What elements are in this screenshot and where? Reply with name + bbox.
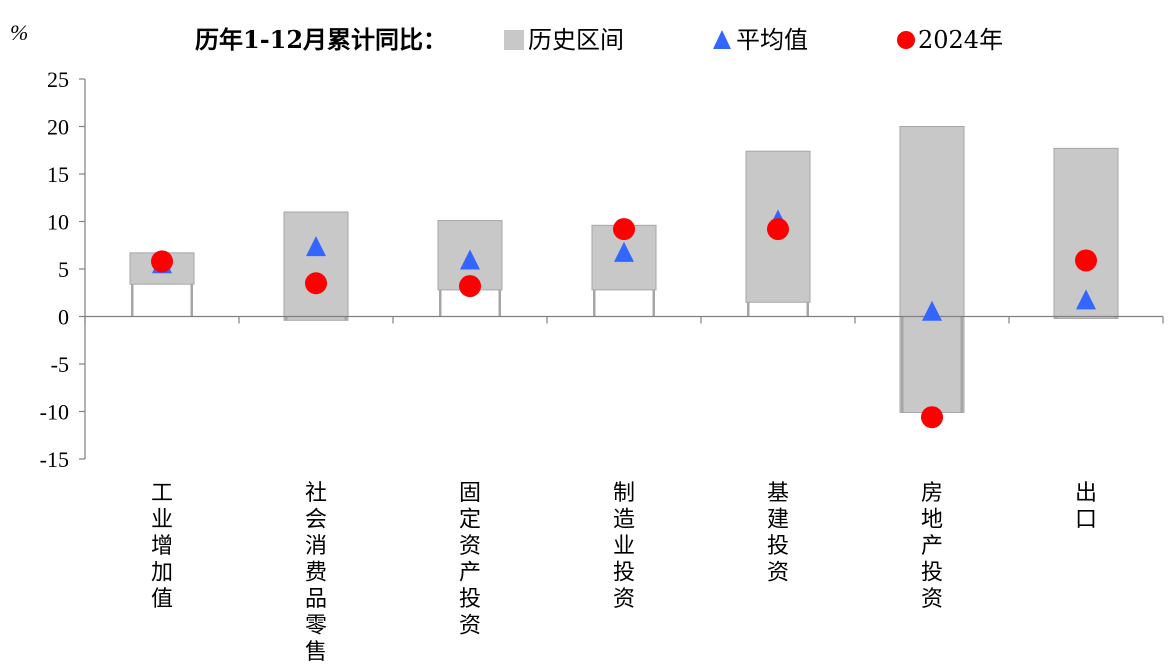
- mean-marker: [306, 236, 326, 257]
- range-bar-shade-right: [1114, 316, 1117, 319]
- category-label: 工业增加值: [151, 481, 173, 612]
- range-bar-shade-left: [747, 302, 750, 317]
- range-bar-shade-right: [344, 316, 347, 321]
- plot-area: 25 20 15 10 5 0 -5 -10 -15 工业增加值 社会消费品零售 固定资产投资 制造业投…: [40, 67, 1164, 665]
- range-bar-shade-left: [593, 289, 596, 317]
- y-tick-label: -5: [51, 352, 69, 377]
- range-bar-shade-left: [439, 289, 442, 317]
- legend-mean-label: 平均值: [736, 26, 808, 54]
- range-bar-shade-right: [806, 302, 809, 317]
- range-bar: [283, 211, 349, 321]
- category-label: 出口: [1075, 481, 1097, 533]
- current-marker: [767, 218, 789, 241]
- y-unit-label: %: [10, 20, 28, 45]
- current-marker: [613, 218, 635, 241]
- range-bar-shade-right: [652, 289, 655, 317]
- legend-title: 历年1-12月累计同比：: [195, 25, 447, 54]
- range-bar: [899, 126, 965, 413]
- range-bar-shade-left: [1055, 316, 1058, 319]
- current-marker: [459, 275, 481, 298]
- mean-marker: [614, 241, 634, 262]
- y-tick-label: -10: [40, 400, 69, 425]
- y-tick-label: 25: [47, 67, 69, 92]
- range-bar-shade-right: [960, 316, 963, 413]
- range-bar-shade-right: [498, 289, 501, 317]
- category-label: 社会消费品零售: [305, 481, 327, 665]
- y-tick-label: 5: [58, 257, 69, 282]
- category-label: 制造业投资: [613, 481, 635, 612]
- y-tick-label: 15: [47, 162, 69, 187]
- current-marker: [305, 272, 327, 295]
- mean-marker: [922, 300, 942, 321]
- range-bar-shade-left: [131, 284, 134, 317]
- range-bar-shade-right: [190, 284, 193, 317]
- range-bar-shade-left: [901, 316, 904, 413]
- legend-range-swatch: [504, 30, 524, 50]
- mean-marker: [1076, 289, 1096, 310]
- y-tick-label: 0: [58, 305, 69, 330]
- current-marker: [921, 406, 943, 429]
- mean-marker: [460, 249, 480, 270]
- y-tick-label: 10: [47, 210, 69, 235]
- current-marker: [1075, 249, 1097, 272]
- current-marker: [151, 250, 173, 273]
- range-bar-shade-left: [285, 316, 288, 321]
- legend-current-marker: [897, 31, 915, 49]
- category-label: 固定资产投资: [459, 481, 481, 639]
- legend-current-label: 2024年: [918, 26, 1003, 54]
- y-tick-label: -15: [40, 447, 69, 472]
- category-label: 基建投资: [767, 481, 789, 586]
- y-tick-label: 20: [47, 115, 69, 140]
- category-label: 房地产投资: [921, 481, 943, 612]
- legend-range-label: 历史区间: [528, 26, 624, 54]
- legend-mean-marker: [713, 30, 731, 49]
